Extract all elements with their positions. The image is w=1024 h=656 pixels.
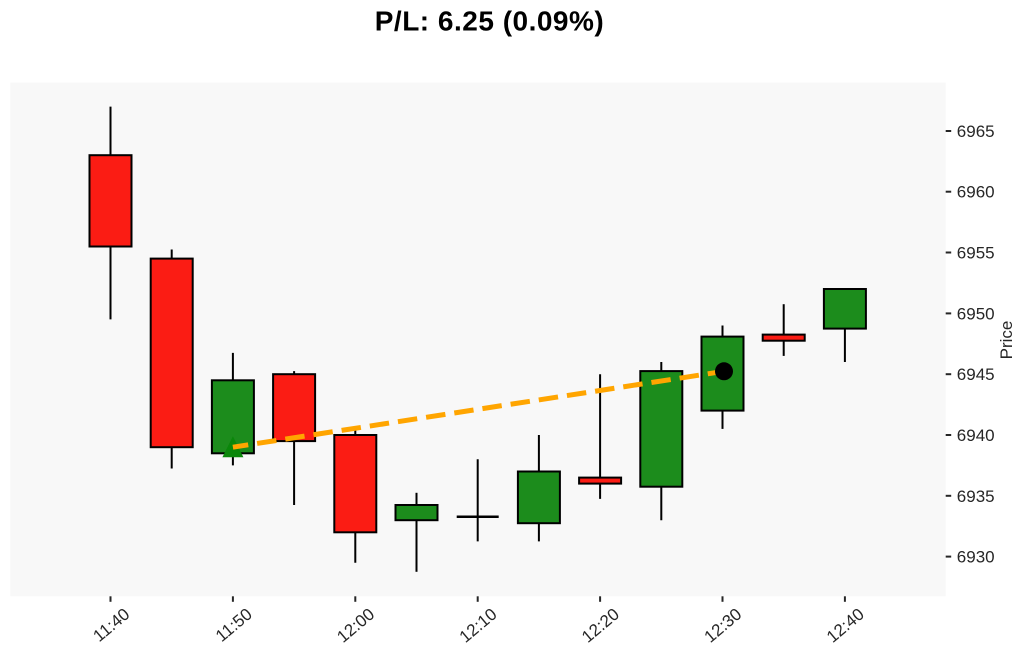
svg-text:Price: Price bbox=[997, 321, 1016, 360]
svg-text:6960: 6960 bbox=[957, 183, 995, 202]
svg-text:6930: 6930 bbox=[957, 548, 995, 567]
svg-text:6955: 6955 bbox=[957, 244, 995, 263]
svg-text:6935: 6935 bbox=[957, 487, 995, 506]
svg-text:6965: 6965 bbox=[957, 122, 995, 141]
svg-text:6950: 6950 bbox=[957, 304, 995, 323]
svg-text:6940: 6940 bbox=[957, 426, 995, 445]
svg-text:6945: 6945 bbox=[957, 365, 995, 384]
svg-text:P/L: 6.25 (0.09%): P/L: 6.25 (0.09%) bbox=[375, 6, 604, 37]
